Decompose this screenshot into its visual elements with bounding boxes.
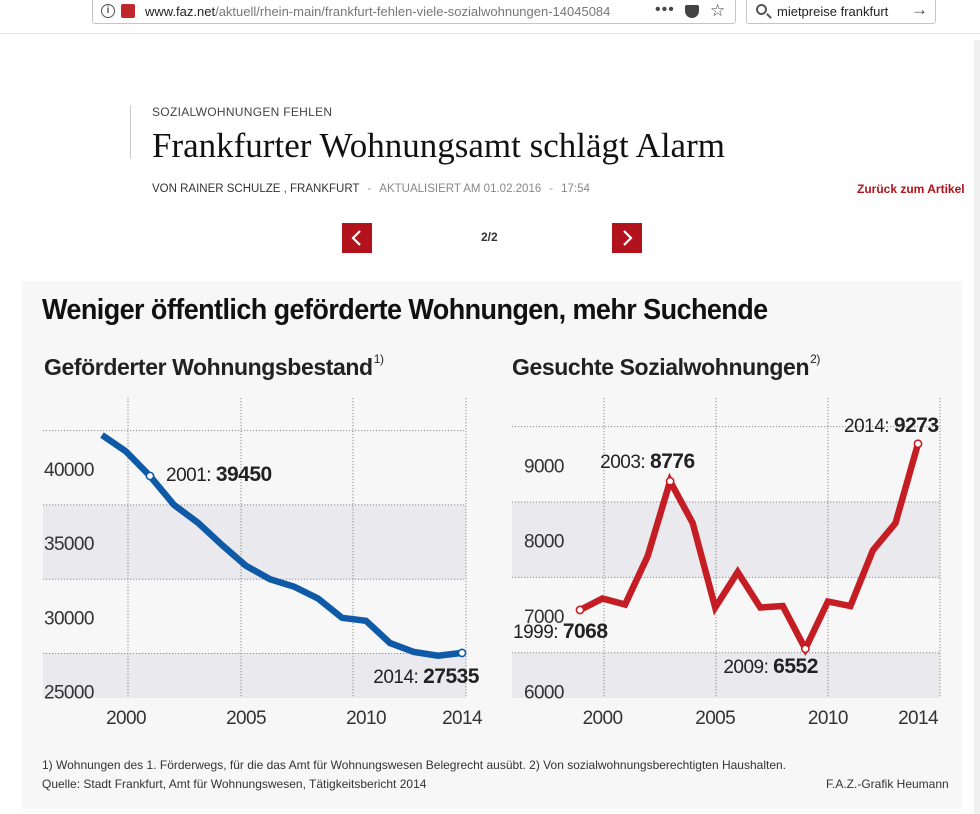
data-label-value: 8776 xyxy=(650,450,695,473)
x-tick-label: 2014 xyxy=(898,708,939,729)
search-bar[interactable]: mietpreise frankfurt → xyxy=(746,0,936,24)
data-label-value: 27535 xyxy=(423,665,480,688)
scrollbar-track[interactable] xyxy=(974,40,980,814)
data-label-value: 7068 xyxy=(563,620,609,643)
y-tick-label: 30000 xyxy=(44,608,94,629)
data-point-marker xyxy=(145,471,155,481)
graphic-source: Quelle: Stadt Frankfurt, Amt für Wohnung… xyxy=(42,777,427,791)
chart-left: 25000 30000 35000 40000 2000 2005 2010 2014 2001… xyxy=(43,398,484,729)
grid-band xyxy=(512,652,940,698)
y-tick-label: 6000 xyxy=(524,682,564,703)
article-kicker: SOZIALWOHNUNGEN FEHLEN xyxy=(152,105,333,119)
page-counter: 2/2 xyxy=(481,230,498,244)
chart-right: 6000 7000 8000 9000 2000 2005 2010 2014 1999: 70… xyxy=(512,398,941,729)
url-bar[interactable]: i www.faz.net/aktuell/rhein-main/frankfu… xyxy=(92,0,736,24)
y-tick-label: 25000 xyxy=(44,683,94,704)
bookmark-star-icon[interactable]: ☆ xyxy=(710,1,726,20)
data-label-year: 2009: xyxy=(723,657,773,678)
data-point-marker xyxy=(800,644,810,654)
grid-band xyxy=(43,653,466,698)
site-favicon-icon xyxy=(121,4,135,18)
x-tick-label: 2010 xyxy=(808,708,848,729)
x-tick-label: 2010 xyxy=(346,708,386,729)
data-point-marker xyxy=(575,605,585,615)
data-label-year: 2001: xyxy=(166,465,216,486)
toolbar-divider xyxy=(0,33,980,34)
data-label-value: 6552 xyxy=(773,655,818,678)
data-label-year: 2014: xyxy=(844,416,894,437)
graphic-credit: F.A.Z.-Grafik Heumann xyxy=(826,777,949,791)
x-tick-label: 2014 xyxy=(442,708,483,729)
y-tick-label: 40000 xyxy=(44,460,94,481)
graphic-footnote: 1) Wohnungen des 1. Förderwegs, für die … xyxy=(42,758,787,772)
series-line xyxy=(578,442,922,657)
data-label-year: 1999: xyxy=(513,622,563,643)
right-chart-title: Gesuchte Sozialwohnungen2) xyxy=(512,352,820,380)
data-point-marker xyxy=(913,439,923,449)
back-to-article-link[interactable]: Zurück zum Artikel xyxy=(857,182,965,196)
byline-separator: - xyxy=(367,183,372,195)
x-tick-label: 2005 xyxy=(226,708,266,729)
data-label: 2009: 6552 xyxy=(723,655,818,678)
updated-date: AKTUALISIERT AM 01.02.2016 xyxy=(379,183,542,195)
chevron-right-icon xyxy=(623,230,633,246)
y-tick-label: 9000 xyxy=(524,456,564,477)
info-icon[interactable]: i xyxy=(101,4,115,18)
byline-separator: - xyxy=(549,183,554,195)
search-input[interactable]: mietpreise frankfurt xyxy=(777,4,889,19)
x-tick-label: 2005 xyxy=(695,708,735,729)
data-label-year: 2003: xyxy=(600,452,650,473)
updated-time: 17:54 xyxy=(561,183,590,195)
series-line xyxy=(100,432,463,659)
data-label: 2014: 27535 xyxy=(373,665,480,688)
header-rule xyxy=(130,105,131,159)
article-headline: Frankfurter Wohnungsamt schlägt Alarm xyxy=(152,126,725,165)
grid-band xyxy=(512,502,940,578)
grid-band xyxy=(43,504,466,580)
pocket-icon[interactable] xyxy=(685,5,699,18)
page-actions-menu-icon[interactable]: ••• xyxy=(655,1,675,18)
data-point-marker xyxy=(665,476,675,486)
chevron-left-icon xyxy=(351,230,361,246)
data-label-value: 39450 xyxy=(216,463,272,486)
data-label-year: 2014: xyxy=(373,667,423,688)
search-go-arrow-icon[interactable]: → xyxy=(911,0,928,19)
data-point-marker xyxy=(457,648,467,658)
article-byline: VON RAINER SCHULZE , FRANKFURT - AKTUALISI… xyxy=(152,183,590,195)
y-tick-label: 35000 xyxy=(44,534,94,555)
data-label: 2014: 9273 xyxy=(844,414,939,437)
previous-page-button[interactable] xyxy=(342,223,372,253)
url-text[interactable]: www.faz.net/aktuell/rhein-main/frankfurt… xyxy=(145,4,611,19)
x-tick-label: 2000 xyxy=(106,708,146,729)
data-label: 2001: 39450 xyxy=(166,463,272,486)
data-label-value: 9273 xyxy=(894,414,939,437)
left-chart-title: Geförderter Wohnungsbestand1) xyxy=(44,352,384,380)
graphic-title: Weniger öffentlich geförderte Wohnungen,… xyxy=(42,294,768,326)
author: VON RAINER SCHULZE , FRANKFURT xyxy=(152,183,360,195)
search-icon xyxy=(756,4,767,15)
x-tick-label: 2000 xyxy=(583,708,623,729)
data-label: 1999: 7068 xyxy=(513,620,608,643)
y-tick-label: 7000 xyxy=(524,607,564,628)
y-tick-label: 8000 xyxy=(524,532,564,553)
next-page-button[interactable] xyxy=(612,223,642,253)
data-label: 2003: 8776 xyxy=(600,450,695,473)
